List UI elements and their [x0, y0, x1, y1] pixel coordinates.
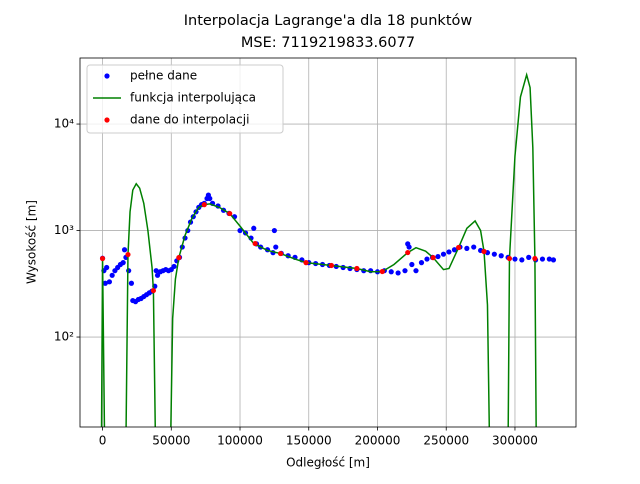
y-tick-label: 10³ — [54, 223, 74, 237]
x-tick-label: 0 — [99, 434, 107, 448]
x-tick-label: 50000 — [152, 434, 190, 448]
point — [405, 249, 411, 256]
point — [271, 227, 277, 234]
point — [539, 256, 546, 262]
point — [526, 254, 532, 260]
point — [491, 251, 497, 257]
y-axis-label: Wysokość [m] — [25, 200, 39, 284]
point — [99, 255, 106, 262]
point — [125, 251, 131, 258]
point — [128, 280, 135, 286]
point — [406, 244, 412, 250]
legend-label: pełne dane — [130, 69, 197, 83]
point — [252, 240, 258, 247]
point — [227, 210, 233, 217]
point — [379, 268, 385, 275]
point — [532, 255, 538, 262]
point — [512, 256, 518, 262]
point — [550, 257, 557, 263]
point — [102, 280, 108, 286]
point — [413, 268, 419, 274]
point — [328, 262, 335, 269]
point — [201, 202, 207, 208]
point — [120, 260, 126, 266]
point — [277, 250, 284, 257]
point — [430, 255, 436, 261]
legend-swatch — [104, 73, 110, 79]
point — [237, 227, 243, 234]
legend-box — [86, 64, 284, 134]
point — [455, 244, 462, 251]
point — [435, 253, 441, 260]
x-tick-label: 100000 — [217, 434, 263, 448]
point — [106, 279, 113, 285]
x-tick-label: 200000 — [355, 434, 401, 448]
point — [303, 260, 309, 266]
point — [546, 256, 552, 262]
point — [418, 260, 425, 266]
point — [464, 245, 470, 251]
x-tick-label: 300000 — [492, 434, 538, 448]
point — [471, 244, 477, 250]
point — [354, 265, 360, 272]
x-tick-label: 250000 — [423, 434, 469, 448]
point — [150, 287, 157, 294]
point — [104, 264, 110, 271]
point — [506, 255, 513, 262]
chart-title: Interpolacja Lagrange'a dla 18 punktów — [184, 13, 473, 29]
legend-label: funkcja interpolująca — [130, 91, 256, 105]
point — [481, 248, 487, 255]
point — [498, 253, 504, 259]
legend: pełne dane funkcja interpolująca dane do i… — [86, 64, 284, 134]
x-tick-label: 150000 — [286, 434, 332, 448]
point — [451, 247, 458, 253]
point — [154, 272, 161, 278]
point — [171, 263, 177, 270]
point — [424, 256, 430, 262]
point — [273, 244, 279, 250]
axes-frame — [79, 57, 577, 428]
legend-swatch — [104, 117, 110, 123]
point — [251, 225, 257, 231]
chart-subtitle: MSE: 7119219833.6077 — [241, 35, 415, 51]
point — [409, 261, 415, 268]
point — [440, 251, 447, 257]
point — [121, 247, 128, 253]
point — [402, 268, 408, 274]
plot-area — [99, 71, 557, 427]
y-tick-label: 10⁴ — [54, 117, 74, 131]
point — [395, 270, 401, 276]
point — [126, 268, 132, 274]
y-tick-label: 10² — [54, 330, 74, 344]
point — [446, 249, 452, 255]
point — [153, 268, 159, 274]
ticks: 0 50000 100000 150000 200000 250000 300000 10² 1… — [54, 117, 538, 448]
x-axis-label: Odległość [m] — [286, 456, 370, 470]
point — [388, 269, 394, 275]
point — [519, 257, 525, 263]
legend-label: dane do interpolacji — [130, 113, 249, 127]
point — [109, 272, 115, 278]
point — [176, 255, 182, 261]
point — [207, 195, 213, 202]
